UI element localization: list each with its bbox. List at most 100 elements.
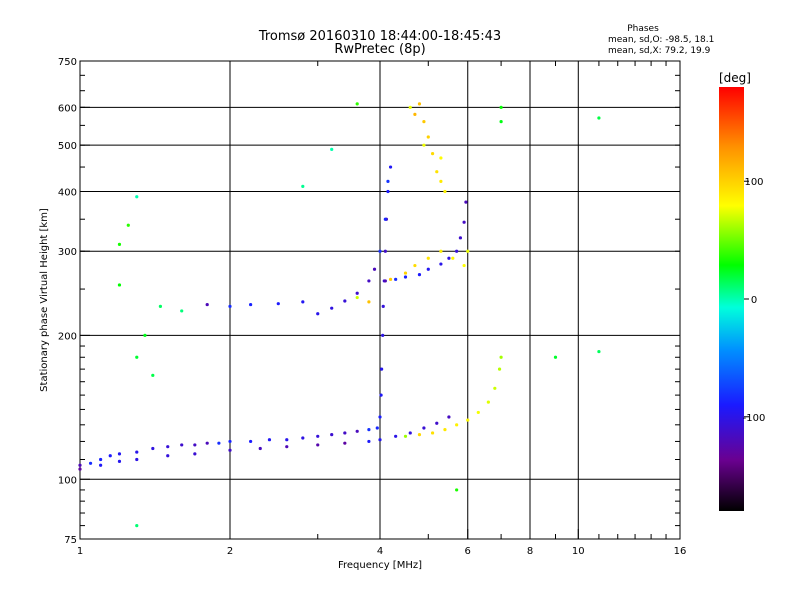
data-point (135, 450, 139, 454)
data-point (383, 279, 387, 283)
data-point (403, 275, 408, 279)
stats-line-o: mean, sd,O: -98.5, 18.1 (608, 35, 714, 45)
y-tick-label: 400 (58, 187, 77, 198)
data-point (355, 291, 359, 295)
x-tick-label: 16 (674, 546, 687, 557)
data-point (497, 367, 502, 371)
data-point (455, 249, 459, 253)
y-tick-label: 600 (58, 103, 77, 114)
x-tick-label: 10 (572, 546, 585, 557)
data-point (466, 249, 470, 253)
data-point (355, 429, 359, 433)
data-point (408, 431, 412, 435)
data-point (372, 267, 377, 271)
data-point (180, 309, 184, 313)
data-point (378, 249, 382, 253)
data-point (330, 433, 334, 437)
data-point (180, 443, 184, 447)
data-point (462, 220, 466, 224)
data-point (316, 434, 320, 438)
data-point (381, 304, 385, 308)
y-tick-label: 75 (64, 535, 77, 546)
data-point (99, 457, 103, 462)
data-point (367, 279, 371, 283)
data-point (316, 312, 320, 316)
data-point (439, 249, 443, 253)
data-point (388, 165, 393, 169)
y-tick-label: 100 (58, 475, 77, 486)
data-point (108, 454, 112, 458)
x-tick-label: 4 (377, 546, 383, 557)
data-point (367, 439, 371, 444)
data-point (383, 249, 387, 253)
data-point (379, 393, 383, 397)
data-point (455, 423, 459, 427)
stats-heading: Phases (627, 24, 659, 34)
data-point (276, 302, 280, 306)
data-point (205, 302, 209, 307)
data-point (285, 438, 289, 442)
data-point (466, 418, 470, 422)
data-point (158, 304, 163, 308)
data-point (117, 242, 122, 247)
data-point (499, 105, 503, 109)
data-point (343, 299, 347, 303)
data-point (476, 410, 480, 415)
y-tick-label: 300 (58, 247, 77, 258)
x-tick-label: 1 (77, 546, 83, 557)
data-point (78, 467, 82, 471)
data-point (355, 295, 359, 300)
data-point (78, 463, 82, 467)
data-point (388, 277, 393, 281)
chart-title: Tromsø 20160310 18:44:00-18:45:43 (258, 29, 501, 44)
data-point (151, 373, 155, 377)
data-point (228, 304, 232, 308)
data-point (267, 438, 272, 442)
data-point (597, 349, 601, 354)
data-point (126, 223, 130, 227)
data-point (413, 263, 417, 268)
data-point (439, 262, 443, 266)
data-point (193, 443, 197, 447)
colorbar-tick-label: 0 (751, 295, 757, 306)
data-point (301, 300, 305, 304)
data-point (426, 267, 430, 271)
data-point (285, 445, 289, 449)
data-point (426, 256, 430, 260)
data-point (375, 426, 379, 430)
data-point (403, 271, 408, 275)
data-point (378, 438, 382, 442)
data-point (378, 415, 382, 419)
data-point (597, 116, 601, 120)
data-point (553, 355, 558, 359)
data-point (343, 441, 347, 445)
data-point (135, 524, 139, 528)
chart-subtitle: RwPretec (8p) (334, 42, 425, 57)
data-point (413, 112, 417, 116)
data-point (380, 367, 384, 371)
data-point (135, 457, 139, 462)
data-point (447, 256, 451, 260)
data-point (386, 189, 390, 194)
x-tick-label: 6 (465, 546, 471, 557)
data-point (151, 446, 155, 451)
y-axis-label: Stationary phase Virtual Height [km] (39, 208, 50, 392)
data-point (499, 355, 503, 359)
data-point (464, 200, 468, 204)
data-point (143, 333, 147, 337)
data-point (383, 217, 387, 221)
data-point (417, 102, 422, 106)
data-point (422, 426, 426, 430)
data-point (330, 147, 334, 151)
data-point (417, 433, 422, 437)
data-point (417, 273, 422, 277)
stats-line-x: mean, sd,X: 79.2, 19.9 (608, 46, 711, 56)
colorbar-ticks: 100 0 -100 (743, 177, 766, 424)
data-point (435, 421, 439, 425)
data-point (408, 105, 412, 109)
data-point (228, 439, 232, 444)
data-point (443, 428, 447, 432)
data-point (217, 441, 221, 445)
data-points (78, 102, 601, 528)
data-point (258, 446, 262, 451)
